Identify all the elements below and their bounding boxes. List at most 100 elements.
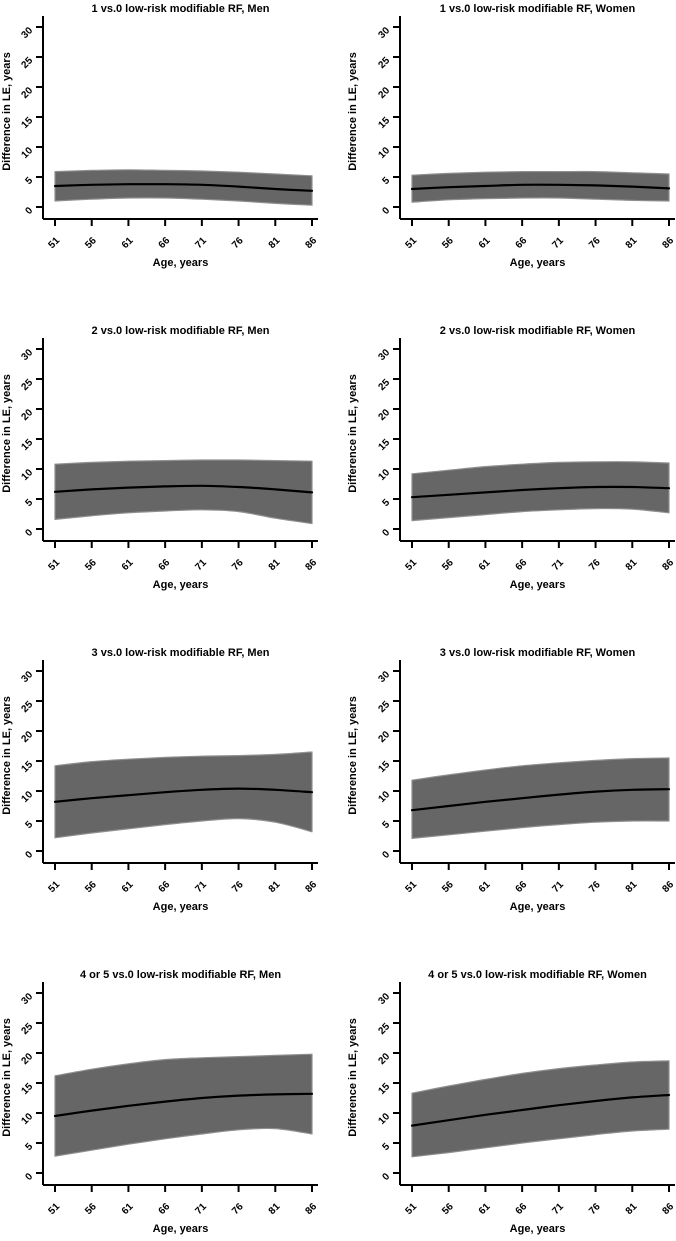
chart-svg: 1 vs.0 low-risk modifiable RF, Men 0 5 10 15…	[1, 3, 319, 269]
chart-title: 4 or 5 vs.0 low-risk modifiable RF, Wome…	[428, 969, 647, 981]
x-tick-label: 51	[403, 1201, 419, 1217]
y-tick-label: 20	[376, 407, 392, 423]
x-tick-label: 51	[403, 235, 419, 251]
x-tick-label: 71	[193, 235, 209, 251]
y-tick-label: 20	[19, 729, 35, 745]
y-tick-label: 20	[376, 1051, 392, 1067]
x-axis-title: Age, years	[510, 579, 566, 591]
y-axis-title: Difference in LE, years	[347, 1018, 359, 1137]
x-tick-label: 76	[587, 1201, 603, 1217]
y-tick-label: 30	[19, 669, 35, 685]
chart-title: 2 vs.0 low-risk modifiable RF, Men	[92, 325, 270, 337]
x-tick-label: 71	[193, 879, 209, 895]
x-tick-label: 51	[403, 557, 419, 573]
y-tick-label: 10	[376, 467, 392, 483]
axes	[393, 338, 675, 548]
x-tick-label: 56	[83, 235, 99, 251]
y-tick-label: 25	[19, 1021, 35, 1037]
chart-panel-2-women: 2 vs.0 low-risk modifiable RF, Women 0 5 10…	[338, 322, 676, 644]
x-tick-label: 66	[514, 235, 530, 251]
x-tick-label: 76	[587, 879, 603, 895]
y-tick-label: 0	[23, 849, 35, 861]
y-tick-label: 15	[19, 437, 35, 453]
x-tick-label: 81	[267, 1201, 283, 1217]
x-tick-label: 66	[514, 1201, 530, 1217]
x-tick-label: 76	[587, 235, 603, 251]
y-axis-title: Difference in LE, years	[347, 696, 359, 815]
mean-line	[53, 484, 314, 494]
x-axis-title: Age, years	[510, 901, 566, 913]
x-axis-title: Age, years	[153, 257, 209, 269]
y-axis-title: Difference in LE, years	[1, 52, 13, 171]
y-tick-label: 0	[380, 205, 392, 217]
chart-panel-3-men: 3 vs.0 low-risk modifiable RF, Men 0 5 10 15…	[0, 644, 338, 966]
y-tick-label: 15	[376, 437, 392, 453]
mean-line	[53, 183, 314, 192]
x-tick-label: 51	[46, 1201, 62, 1217]
y-tick-label: 15	[19, 115, 35, 131]
chart-svg: 2 vs.0 low-risk modifiable RF, Men 0 5 10 15…	[1, 325, 319, 591]
chart-svg: 2 vs.0 low-risk modifiable RF, Women 0 5 10…	[347, 325, 676, 591]
y-tick-label: 5	[380, 175, 392, 187]
x-tick-label: 56	[440, 235, 456, 251]
x-axis-title: Age, years	[510, 1223, 566, 1235]
x-axis-title: Age, years	[153, 1223, 209, 1235]
x-axis-title: Age, years	[153, 579, 209, 591]
x-tick-label: 66	[157, 879, 173, 895]
y-tick-label: 30	[19, 347, 35, 363]
chart-svg: 1 vs.0 low-risk modifiable RF, Women 0 5 10…	[347, 3, 676, 269]
confidence-band	[54, 459, 313, 525]
y-tick-label: 15	[376, 115, 392, 131]
y-tick-label: 30	[376, 991, 392, 1007]
confidence-band	[411, 461, 670, 522]
chart-panel-4or5-men: 4 or 5 vs.0 low-risk modifiable RF, Men 0…	[0, 966, 338, 1241]
x-tick-label: 66	[157, 557, 173, 573]
confidence-band	[411, 1060, 670, 1158]
chart-svg: 4 or 5 vs.0 low-risk modifiable RF, Wome…	[347, 969, 676, 1235]
x-tick-label: 56	[83, 557, 99, 573]
y-tick-label: 25	[376, 699, 392, 715]
x-tick-label: 61	[477, 235, 493, 251]
y-tick-label: 25	[19, 699, 35, 715]
axes	[36, 16, 318, 226]
y-tick-label: 25	[376, 1021, 392, 1037]
x-tick-label: 81	[624, 1201, 640, 1217]
y-tick-label: 0	[380, 849, 392, 861]
y-tick-label: 5	[23, 819, 35, 831]
chart-panel-2-men: 2 vs.0 low-risk modifiable RF, Men 0 5 10 15…	[0, 322, 338, 644]
x-tick-label: 56	[83, 1201, 99, 1217]
y-axis-title: Difference in LE, years	[1, 1018, 13, 1137]
y-tick-label: 5	[23, 1141, 35, 1153]
y-tick-label: 0	[23, 1171, 35, 1183]
x-tick-label: 81	[267, 557, 283, 573]
y-tick-label: 25	[19, 55, 35, 71]
y-tick-label: 20	[376, 85, 392, 101]
x-axis-title: Age, years	[153, 901, 209, 913]
y-tick-label: 10	[19, 467, 35, 483]
x-tick-label: 61	[120, 557, 136, 573]
y-tick-label: 30	[19, 991, 35, 1007]
y-tick-label: 25	[376, 55, 392, 71]
y-tick-label: 10	[19, 145, 35, 161]
x-tick-label: 51	[403, 879, 419, 895]
x-tick-label: 51	[46, 235, 62, 251]
x-tick-label: 51	[46, 557, 62, 573]
y-tick-label: 30	[376, 25, 392, 41]
chart-panel-4or5-women: 4 or 5 vs.0 low-risk modifiable RF, Wome…	[338, 966, 676, 1241]
x-tick-label: 86	[660, 557, 676, 573]
x-tick-label: 86	[303, 879, 319, 895]
y-tick-label: 5	[380, 819, 392, 831]
x-tick-label: 81	[624, 557, 640, 573]
chart-svg: 3 vs.0 low-risk modifiable RF, Men 0 5 10 15…	[1, 647, 319, 913]
y-axis-title: Difference in LE, years	[347, 52, 359, 171]
x-tick-label: 61	[120, 235, 136, 251]
mean-line	[410, 788, 671, 812]
y-axis-title: Difference in LE, years	[1, 374, 13, 493]
confidence-band	[411, 170, 670, 203]
y-tick-label: 15	[376, 759, 392, 775]
x-tick-label: 61	[477, 1201, 493, 1217]
x-tick-label: 76	[587, 557, 603, 573]
confidence-band	[54, 751, 313, 839]
x-tick-label: 56	[440, 879, 456, 895]
y-tick-label: 25	[376, 377, 392, 393]
